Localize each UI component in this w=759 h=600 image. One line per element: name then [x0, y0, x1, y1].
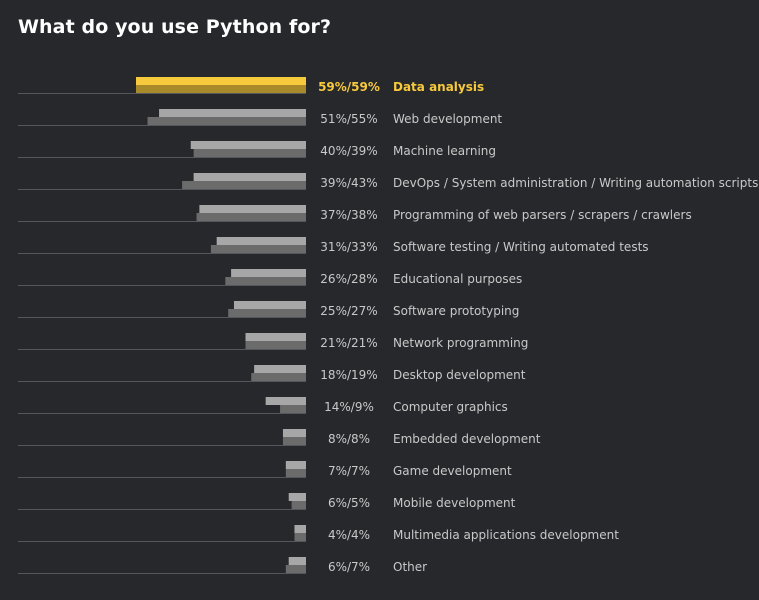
category-label: Network programming [393, 336, 528, 350]
value-label: 7%/7% [328, 464, 370, 478]
bar-series-2 [282, 437, 306, 445]
chart-title: What do you use Python for? [18, 16, 332, 38]
value-label: 14%/9% [324, 400, 374, 414]
bar-series-2 [196, 213, 306, 221]
category-label: Software prototyping [393, 304, 519, 318]
value-label: 21%/21% [320, 336, 377, 350]
bar-series-2 [225, 277, 306, 285]
category-label: Game development [393, 464, 512, 478]
value-label: 25%/27% [320, 304, 377, 318]
category-label: Programming of web parsers / scrapers / … [393, 208, 692, 222]
bar-series-1 [288, 557, 306, 565]
bar-series-2 [294, 533, 306, 541]
category-label: Data analysis [393, 80, 484, 94]
value-label: 59%/59% [318, 80, 380, 94]
bar-series-2 [193, 149, 306, 157]
bar-series-1 [265, 397, 306, 405]
bar-series-1 [233, 301, 306, 309]
category-label: Web development [393, 112, 502, 126]
category-label: Desktop development [393, 368, 526, 382]
value-label: 18%/19% [320, 368, 377, 382]
bar-series-2 [245, 341, 306, 349]
bar-series-1 [254, 365, 306, 373]
category-label: Educational purposes [393, 272, 522, 286]
category-label: Embedded development [393, 432, 541, 446]
bar-series-2 [280, 405, 306, 413]
value-label: 26%/28% [320, 272, 377, 286]
bar-series-1 [285, 461, 306, 469]
category-label: Software testing / Writing automated tes… [393, 240, 649, 254]
bar-series-2 [285, 469, 306, 477]
bar-series-1 [245, 333, 306, 341]
value-label: 37%/38% [320, 208, 377, 222]
bar-series-1 [288, 493, 306, 501]
value-label: 8%/8% [328, 432, 370, 446]
category-label: DevOps / System administration / Writing… [393, 176, 758, 190]
value-label: 40%/39% [320, 144, 377, 158]
value-label: 39%/43% [320, 176, 377, 190]
bar-series-1 [193, 173, 306, 181]
bar-series-2 [285, 565, 306, 573]
bar-series-2 [136, 85, 306, 93]
bar-series-2 [251, 373, 306, 381]
category-label: Mobile development [393, 496, 516, 510]
value-label: 6%/5% [328, 496, 370, 510]
bar-series-1 [159, 109, 306, 117]
bar-series-2 [210, 245, 306, 253]
value-label: 31%/33% [320, 240, 377, 254]
category-label: Machine learning [393, 144, 496, 158]
bar-series-2 [147, 117, 306, 125]
bar-series-1 [294, 525, 306, 533]
bar-series-2 [182, 181, 306, 189]
bar-series-1 [199, 205, 306, 213]
category-label: Computer graphics [393, 400, 508, 414]
bar-series-1 [136, 77, 306, 85]
bar-series-2 [228, 309, 306, 317]
category-label: Multimedia applications development [393, 528, 619, 542]
bar-series-1 [190, 141, 306, 149]
bar-series-2 [291, 501, 306, 509]
value-label: 51%/55% [320, 112, 377, 126]
category-label: Other [393, 560, 427, 574]
value-label: 4%/4% [328, 528, 370, 542]
bar-series-1 [216, 237, 306, 245]
bar-series-1 [231, 269, 306, 277]
value-label: 6%/7% [328, 560, 370, 574]
bar-series-1 [282, 429, 306, 437]
